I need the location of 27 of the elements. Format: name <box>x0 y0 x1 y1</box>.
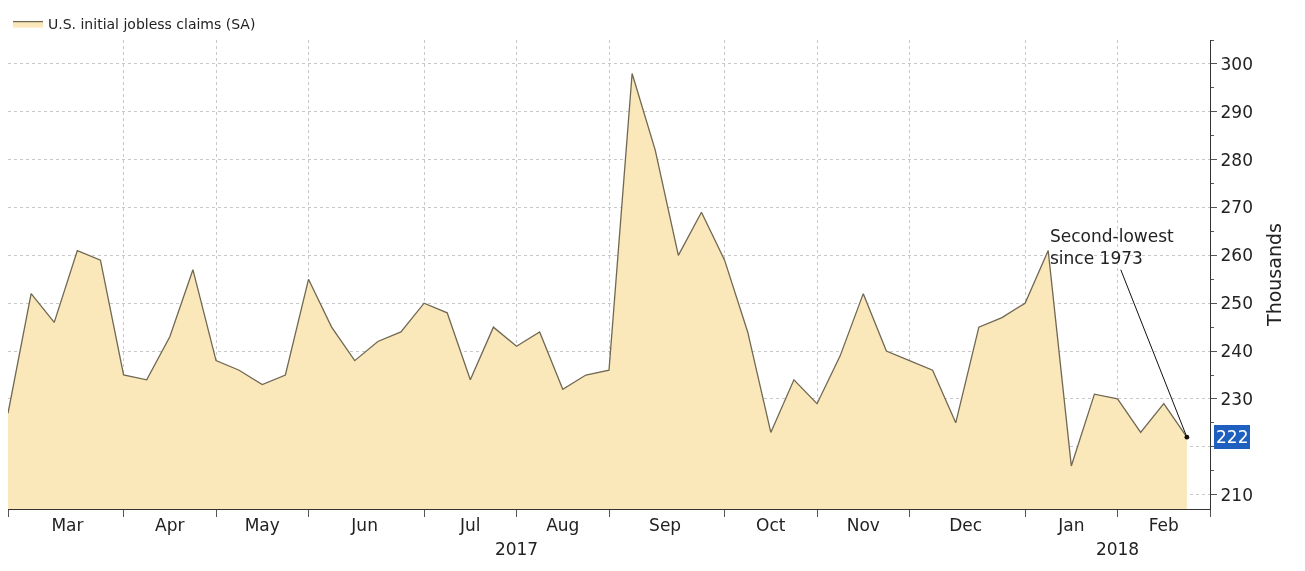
y-axis-title: Thousands <box>1262 223 1285 327</box>
x-tick-label: Sep <box>649 514 682 535</box>
x2-tick-label: 2018 <box>1095 539 1140 559</box>
data-label: 222 <box>1216 427 1249 447</box>
y-tick-label: 270 <box>1220 197 1253 218</box>
x-tick-label: Jan <box>1057 514 1085 535</box>
x2-tick-label: 2017 <box>494 539 539 559</box>
x-tick-label: Oct <box>756 514 786 535</box>
legend-label: U.S. initial jobless claims (SA) <box>48 16 256 33</box>
annotation: Second-lowest since 1973 <box>1050 226 1175 269</box>
y-tick-label: 210 <box>1220 484 1253 505</box>
x-tick-label: Aug <box>546 514 580 535</box>
x-tick-label: Jun <box>350 514 378 535</box>
y-tick-label: 260 <box>1220 245 1253 266</box>
y-tick-label: 230 <box>1220 388 1253 409</box>
x-tick-label: Jul <box>459 514 481 535</box>
y-tick-label: 300 <box>1220 53 1253 74</box>
x-tick-label: Dec <box>949 514 983 535</box>
y-tick-label: 240 <box>1220 341 1253 362</box>
x-tick-label: May <box>244 514 280 535</box>
x-tick-label: Apr <box>155 514 185 535</box>
x-tick-label: Nov <box>846 514 880 535</box>
y-tick-label: 250 <box>1220 293 1253 314</box>
y-tick-label: 290 <box>1220 101 1253 122</box>
x-tick-label: Feb <box>1148 514 1179 535</box>
y-tick-label: 280 <box>1220 149 1253 170</box>
x-tick-label: Mar <box>51 514 84 535</box>
